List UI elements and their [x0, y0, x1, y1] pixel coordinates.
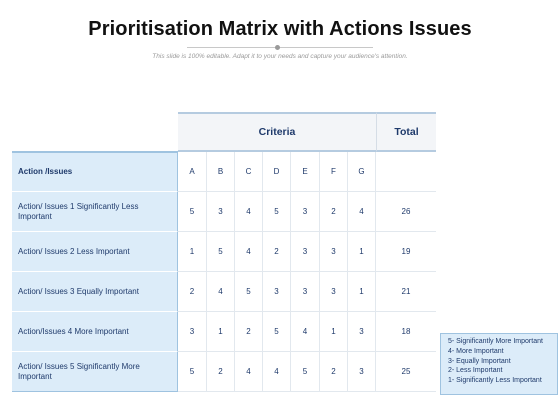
score-cell: 3 — [291, 272, 320, 312]
score-cell: 2 — [235, 312, 263, 352]
column-header: B — [207, 152, 235, 192]
slide-subtitle: This slide is 100% editable. Adapt it to… — [152, 53, 408, 60]
row-header-label: Action /Issues — [12, 152, 178, 192]
score-cell: 5 — [235, 272, 263, 312]
score-cell: 3 — [320, 272, 348, 312]
title-divider — [187, 45, 373, 50]
score-cell: 1 — [178, 232, 207, 272]
score-cell: 5 — [178, 192, 207, 232]
row-label: Action/ Issues 5 Significantly More Impo… — [12, 352, 178, 392]
score-cell: 4 — [348, 192, 376, 232]
legend-item: 3- Equally Important — [448, 357, 511, 365]
total-cell: 25 — [376, 352, 436, 392]
column-header: D — [263, 152, 291, 192]
score-cell: 2 — [320, 192, 348, 232]
column-header: A — [178, 152, 207, 192]
score-cell: 4 — [207, 272, 235, 312]
score-cell: 1 — [348, 272, 376, 312]
score-cell: 3 — [263, 272, 291, 312]
score-cell: 5 — [263, 312, 291, 352]
legend-item: 5- Significantly More Important — [448, 338, 543, 345]
total-header: Total — [376, 112, 436, 152]
column-header: E — [291, 152, 320, 192]
score-cell: 5 — [178, 352, 207, 392]
score-cell: 2 — [207, 352, 235, 392]
total-cell: 19 — [376, 232, 436, 272]
table-corner — [12, 112, 178, 152]
row-label: Action/Issues 4 More Important — [12, 312, 178, 352]
score-cell: 2 — [178, 272, 207, 312]
total-cell: 18 — [376, 312, 436, 352]
score-cell: 5 — [263, 192, 291, 232]
score-cell: 3 — [348, 312, 376, 352]
score-cell: 4 — [235, 192, 263, 232]
score-cell: 1 — [320, 312, 348, 352]
score-cell: 3 — [348, 352, 376, 392]
total-cell: 26 — [376, 192, 436, 232]
total-column-blank — [376, 152, 436, 192]
legend-item: 2- Less Important — [448, 367, 503, 375]
score-cell: 3 — [291, 192, 320, 232]
score-cell: 3 — [178, 312, 207, 352]
scoring-legend: 5- Significantly More Important 4- More … — [440, 333, 558, 395]
score-cell: 5 — [291, 352, 320, 392]
score-cell: 1 — [348, 232, 376, 272]
column-header: G — [348, 152, 376, 192]
row-label: Action/ Issues 2 Less Important — [12, 232, 178, 272]
column-header: C — [235, 152, 263, 192]
score-cell: 5 — [207, 232, 235, 272]
legend-item: 4- More Important — [448, 347, 504, 355]
row-label: Action/ Issues 3 Equally Important — [12, 272, 178, 312]
row-label: Action/ Issues 1 Significantly Less Impo… — [12, 192, 178, 232]
total-cell: 21 — [376, 272, 436, 312]
legend-item: 1- Significantly Less Important — [448, 377, 542, 385]
score-cell: 1 — [207, 312, 235, 352]
column-header: F — [320, 152, 348, 192]
slide-title: Prioritisation Matrix with Actions Issue… — [88, 18, 472, 40]
score-cell: 3 — [207, 192, 235, 232]
prioritisation-matrix-table: Criteria Total Action /Issues A B C D E … — [12, 112, 436, 392]
divider-dot — [275, 45, 280, 50]
score-cell: 3 — [320, 232, 348, 272]
score-cell: 4 — [235, 232, 263, 272]
score-cell: 4 — [235, 352, 263, 392]
score-cell: 4 — [263, 352, 291, 392]
score-cell: 2 — [320, 352, 348, 392]
criteria-header: Criteria — [178, 112, 376, 152]
score-cell: 4 — [291, 312, 320, 352]
score-cell: 3 — [291, 232, 320, 272]
score-cell: 2 — [263, 232, 291, 272]
